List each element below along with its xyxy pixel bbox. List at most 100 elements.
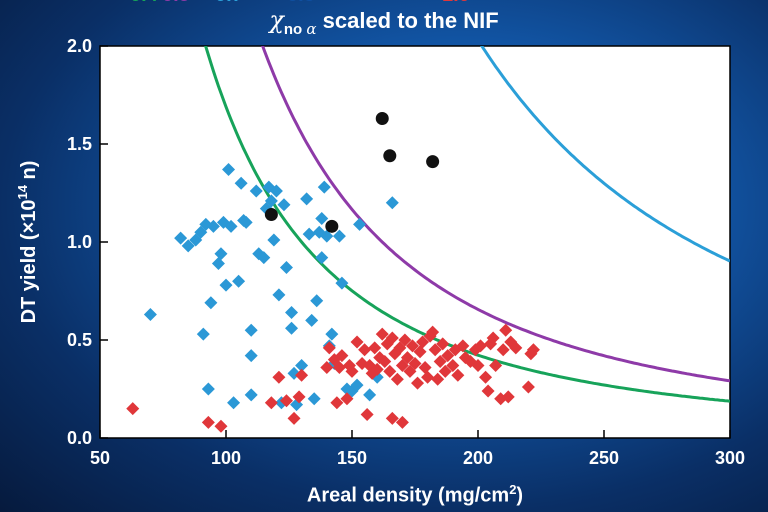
data-point (143, 308, 157, 322)
x-axis-label-text: Areal density (mg/cm (306, 484, 510, 507)
x-axis-label-end: ) (516, 484, 524, 507)
data-point (204, 296, 218, 310)
data-point (509, 341, 523, 355)
data-point (302, 227, 316, 241)
data-point (416, 335, 430, 349)
data-point (526, 343, 540, 357)
data-point (287, 411, 301, 425)
x-tick-label: 50 (90, 448, 110, 468)
data-point (428, 343, 442, 357)
data-point (405, 339, 419, 353)
curve-0.4 (204, 46, 730, 403)
data-point (310, 294, 324, 308)
title-subscript: no α (283, 20, 317, 38)
data-point (272, 288, 286, 302)
y-tick-label: 2.0 (67, 36, 92, 56)
y-tick-label: 0.0 (67, 428, 92, 448)
data-point (413, 345, 427, 359)
data-point (234, 176, 248, 190)
data-point (244, 323, 258, 337)
curve-label-0.5: 0.5 (162, 0, 190, 6)
x-tick-label: 150 (337, 448, 367, 468)
data-point (315, 251, 329, 265)
title-subscript-text: no (283, 21, 307, 38)
data-point (385, 411, 399, 425)
data-point (300, 192, 314, 206)
data-point (486, 331, 500, 345)
curve-label-1.0: 1.0 (442, 0, 470, 6)
data-point (269, 184, 283, 198)
x-tick-label: 300 (715, 448, 745, 468)
data-point (378, 355, 392, 369)
data-point (267, 233, 281, 247)
x-tick-label: 250 (589, 448, 619, 468)
data-point (474, 339, 488, 353)
curve-label-0.7: 0.7 (215, 0, 243, 6)
data-point (201, 382, 215, 396)
data-point (295, 368, 309, 382)
data-point (350, 335, 364, 349)
curve-label-0.4: 0.4 (130, 0, 159, 6)
data-point (489, 358, 503, 372)
data-point (252, 247, 266, 261)
data-point (395, 415, 409, 429)
data-point (201, 415, 215, 429)
data-point (421, 370, 435, 384)
data-point (325, 219, 339, 233)
data-point (211, 257, 225, 271)
data-point (360, 407, 374, 421)
data-point (521, 380, 535, 394)
data-point (368, 341, 382, 355)
data-point (471, 358, 485, 372)
data-point (325, 327, 339, 341)
y-axis-label-text: DT yield (×10 (17, 199, 40, 324)
data-point (499, 323, 513, 337)
data-point (390, 372, 404, 386)
data-point (358, 343, 372, 357)
data-point (431, 372, 445, 386)
data-point (332, 360, 346, 374)
data-point (418, 360, 432, 374)
data-point (219, 278, 233, 292)
data-point (438, 364, 452, 378)
data-point (375, 112, 389, 126)
data-point (272, 370, 286, 384)
chart-title: χno α scaled to the NIF (0, 6, 768, 38)
title-rest: scaled to the NIF (316, 8, 499, 33)
x-axis-label: Areal density (mg/cm2) (100, 482, 730, 508)
data-point (433, 355, 447, 369)
data-point (481, 384, 495, 398)
data-point (244, 388, 258, 402)
data-point (383, 364, 397, 378)
data-point (279, 394, 293, 408)
data-point (408, 357, 422, 371)
data-point (264, 194, 278, 208)
data-point (383, 149, 397, 163)
data-point (307, 392, 321, 406)
data-point (320, 360, 334, 374)
data-point (363, 388, 377, 402)
x-tick-label: 100 (211, 448, 241, 468)
data-point (456, 339, 470, 353)
data-point (446, 358, 460, 372)
data-point (264, 396, 278, 410)
data-point (375, 327, 389, 341)
y-tick-label: 1.5 (67, 134, 92, 154)
data-point (239, 215, 253, 229)
y-axis-label-sup: 14 (15, 185, 31, 200)
y-axis-label: DT yield (×1014 n) (15, 161, 41, 324)
data-point (320, 229, 334, 243)
data-point (277, 198, 291, 212)
data-point (224, 219, 238, 233)
data-point (257, 251, 271, 265)
data-point (385, 196, 399, 210)
x-axis-label-sup: 2 (509, 482, 517, 497)
data-point (196, 327, 210, 341)
data-point (385, 331, 399, 345)
y-axis-label-end: n) (17, 160, 40, 186)
title-alpha: α (306, 20, 317, 38)
y-tick-label: 0.5 (67, 330, 92, 350)
curve-labels: 0.40.5 0.7 0.8 1.0 (130, 0, 470, 6)
yield-curves (204, 46, 730, 403)
